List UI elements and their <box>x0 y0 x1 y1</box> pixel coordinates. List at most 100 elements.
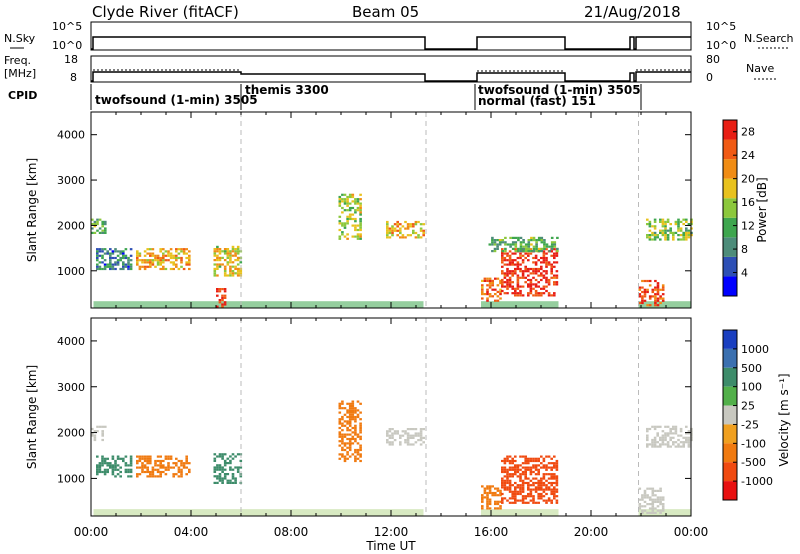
power-cell <box>646 288 649 291</box>
velocity-cell <box>501 501 504 504</box>
velocity-cell <box>514 470 517 474</box>
velocity-cell <box>514 488 517 491</box>
velocity-cell <box>354 420 357 423</box>
velocity-cell <box>354 431 357 434</box>
power-cell <box>664 236 667 239</box>
velocity-cell <box>529 459 533 463</box>
velocity-cell <box>527 462 530 465</box>
power-cell <box>519 252 522 255</box>
velocity-cell <box>555 462 559 465</box>
velocity-cell <box>534 464 538 467</box>
power-cell <box>519 250 523 253</box>
velocity-cell <box>351 404 355 408</box>
power-cell <box>218 248 222 251</box>
velocity-cell <box>654 498 657 501</box>
velocity-cell <box>488 507 492 510</box>
power-cell <box>514 236 518 239</box>
velocity-cell <box>547 499 551 502</box>
power-cell <box>534 267 538 271</box>
power-cell <box>116 263 120 266</box>
power-cell <box>648 223 652 226</box>
power-cell <box>396 220 399 224</box>
power-cell <box>524 250 528 253</box>
velocity-cell <box>555 466 559 469</box>
power-cell <box>167 254 170 257</box>
velocity-cell <box>162 459 165 463</box>
power-cell <box>491 236 494 239</box>
velocity-cell <box>98 425 102 428</box>
power-cell <box>519 243 523 246</box>
velocity-cell <box>661 503 665 506</box>
velocity-cell <box>521 479 525 482</box>
power-cell <box>119 259 122 262</box>
power-cell <box>661 220 665 223</box>
nave-trace <box>93 69 691 72</box>
power-colorbar-swatch <box>723 237 737 257</box>
velocity-cell <box>391 441 394 444</box>
power-cell <box>535 239 538 242</box>
velocity-colorbar-swatch <box>723 348 737 368</box>
power-cell <box>354 209 357 212</box>
power-cell <box>167 259 170 262</box>
velocity-cell <box>343 457 347 460</box>
power-cell <box>656 234 659 237</box>
power-cell <box>537 294 540 297</box>
velocity-cell <box>129 455 133 458</box>
velocity-cell <box>514 459 517 463</box>
power-cell <box>511 274 514 277</box>
velocity-colorbar-swatch <box>723 386 737 406</box>
velocity-cell <box>213 457 217 460</box>
power-cell <box>396 234 399 237</box>
velocity-cell <box>346 442 349 445</box>
power-cell <box>550 276 553 279</box>
velocity-cell <box>651 438 654 442</box>
nave-tick-bottom: 0 <box>706 71 713 84</box>
power-cell <box>540 256 543 260</box>
power-cell <box>519 263 522 266</box>
velocity-region <box>96 455 133 478</box>
velocity-cell <box>524 475 527 478</box>
power-cell <box>124 254 128 257</box>
velocity-cell <box>348 455 352 458</box>
power-cell <box>346 198 349 201</box>
power-cell <box>654 299 657 302</box>
power-cell <box>399 227 402 230</box>
power-cell <box>529 267 533 271</box>
velocity-cell <box>348 437 352 441</box>
velocity-cell <box>229 459 232 462</box>
velocity-cell <box>103 462 107 465</box>
power-cell <box>129 265 133 268</box>
power-cell <box>508 285 512 288</box>
velocity-cell <box>550 457 553 460</box>
power-cell <box>545 259 548 262</box>
velocity-cell <box>164 457 168 460</box>
velocity-cell <box>141 464 144 467</box>
velocity-cell <box>354 418 357 421</box>
power-cell <box>537 274 540 277</box>
power-cell <box>501 248 504 251</box>
power-cell <box>542 254 546 257</box>
velocity-cell <box>506 488 509 491</box>
velocity-cell <box>503 468 507 471</box>
velocity-cell <box>521 488 525 491</box>
velocity-cell <box>348 407 352 410</box>
velocity-cell <box>555 484 559 487</box>
power-cell <box>96 223 99 226</box>
power-cell <box>221 288 224 291</box>
velocity-cell <box>101 457 104 460</box>
x-tick-label: 04:00 <box>174 525 209 539</box>
velocity-cell <box>521 499 525 502</box>
velocity-cell <box>651 503 655 506</box>
velocity-cell <box>393 430 397 433</box>
power-ground-band <box>93 301 691 308</box>
power-cell <box>685 229 688 232</box>
velocity-cell <box>666 441 670 444</box>
power-cell <box>229 265 232 268</box>
power-cell <box>354 220 357 223</box>
power-cell <box>524 245 528 248</box>
velocity-cell <box>338 435 342 438</box>
power-cell <box>643 299 647 302</box>
power-cell <box>221 305 224 308</box>
velocity-cell <box>351 418 355 421</box>
power-cell <box>96 218 99 221</box>
